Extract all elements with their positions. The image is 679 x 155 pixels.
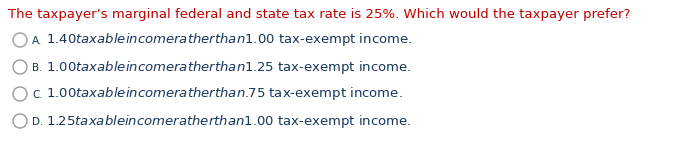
Text: $1.40 taxable income rather than $1.00 tax-exempt income.: $1.40 taxable income rather than $1.00 t… [46, 31, 412, 49]
Text: $1.25 taxable income rather than $1.00 tax-exempt income.: $1.25 taxable income rather than $1.00 t… [46, 113, 411, 129]
Text: $1.00 taxable income rather than $1.25 tax-exempt income.: $1.00 taxable income rather than $1.25 t… [46, 58, 411, 75]
Text: $1.00 taxable income rather than $.75 tax-exempt income.: $1.00 taxable income rather than $.75 ta… [46, 86, 403, 102]
Text: B.: B. [32, 63, 43, 73]
Text: D.: D. [32, 117, 43, 127]
Text: The taxpayer’s marginal federal and state tax rate is 25%. Which would the taxpa: The taxpayer’s marginal federal and stat… [8, 8, 630, 21]
Text: A.: A. [32, 36, 42, 46]
Text: C.: C. [32, 90, 43, 100]
